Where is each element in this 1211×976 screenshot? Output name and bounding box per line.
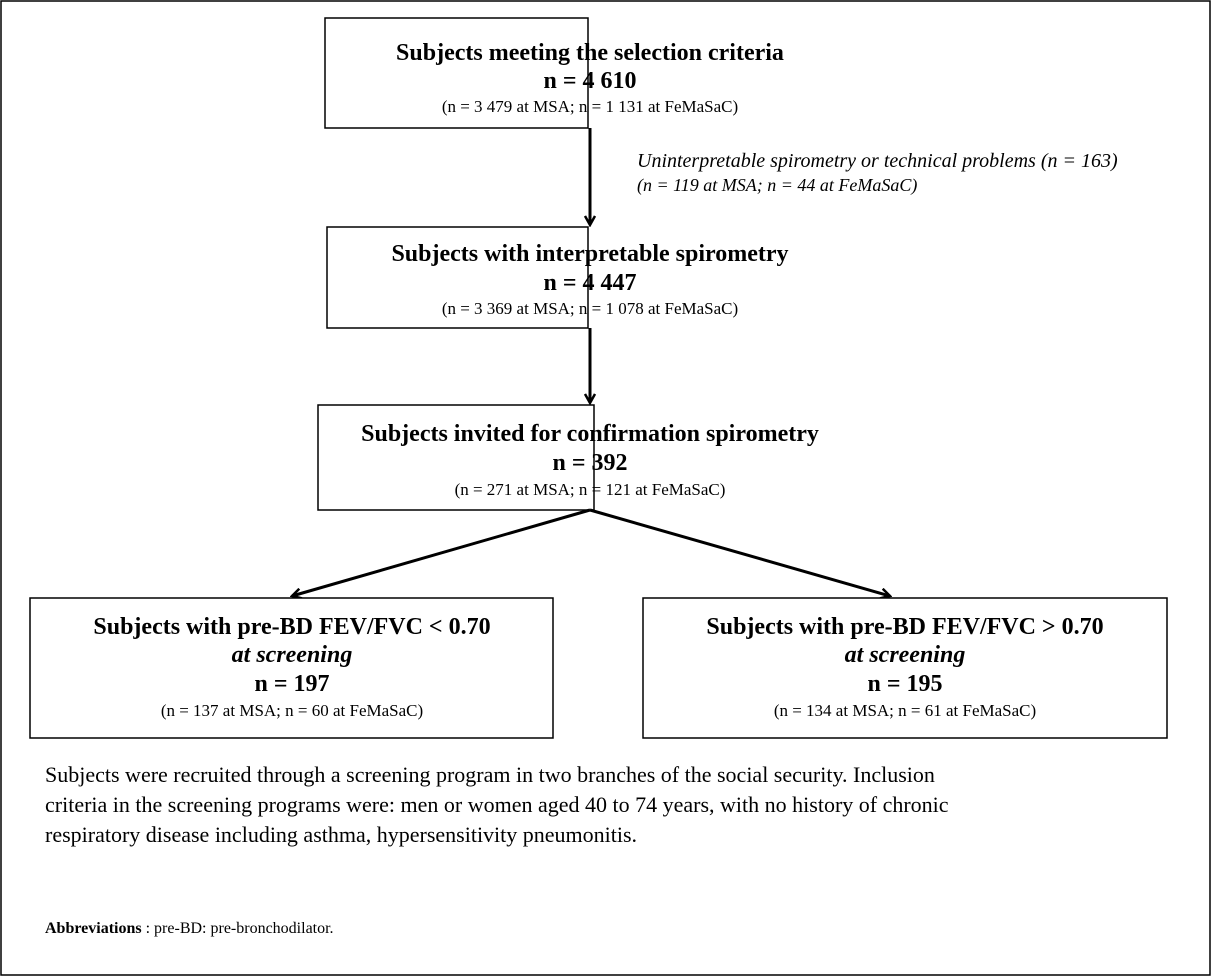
note-line: criteria in the screening programs were:… bbox=[45, 792, 949, 817]
node-title: Subjects with pre-BD FEV/FVC > 0.70 bbox=[706, 614, 1103, 640]
node-detail: (n = 3 479 at MSA; n = 1 131 at FeMaSaC) bbox=[442, 97, 738, 116]
node-n: n = 4 610 bbox=[543, 68, 636, 94]
node-qualifier: at screening bbox=[232, 642, 353, 668]
node-n: n = 4 447 bbox=[543, 270, 636, 296]
box bbox=[29, 597, 554, 739]
box bbox=[317, 404, 595, 511]
exclusion-detail: (n = 119 at MSA; n = 44 at FeMaSaC) bbox=[637, 175, 917, 196]
node-n: n = 392 bbox=[552, 450, 627, 476]
node-title: Subjects with pre-BD FEV/FVC < 0.70 bbox=[93, 614, 490, 640]
node-detail: (n = 134 at MSA; n = 61 at FeMaSaC) bbox=[774, 701, 1036, 720]
abbreviations: Abbreviations : pre-BD: pre-bronchodilat… bbox=[45, 920, 334, 937]
arrow bbox=[589, 508, 890, 596]
box bbox=[326, 226, 589, 329]
abbreviations-label: Abbreviations bbox=[45, 920, 142, 937]
box bbox=[642, 597, 1168, 739]
note-line: Subjects were recruited through a screen… bbox=[45, 762, 935, 787]
node-title: Subjects with interpretable spirometry bbox=[391, 241, 788, 267]
node-detail: (n = 3 369 at MSA; n = 1 078 at FeMaSaC) bbox=[442, 299, 738, 318]
node-detail: (n = 271 at MSA; n = 121 at FeMaSaC) bbox=[455, 480, 726, 499]
abbreviations-text: : pre-BD: pre-bronchodilator. bbox=[142, 920, 334, 937]
node-title: Subjects meeting the selection criteria bbox=[396, 40, 784, 66]
node-title: Subjects invited for confirmation spirom… bbox=[361, 421, 819, 447]
node-qualifier: at screening bbox=[845, 642, 966, 668]
arrow bbox=[292, 508, 591, 596]
note-line: respiratory disease including asthma, hy… bbox=[45, 822, 637, 847]
node-n: n = 195 bbox=[867, 671, 942, 697]
node-detail: (n = 137 at MSA; n = 60 at FeMaSaC) bbox=[161, 701, 423, 720]
node-n: n = 197 bbox=[254, 671, 329, 697]
exclusion-title: Uninterpretable spirometry or technical … bbox=[637, 150, 1118, 172]
box bbox=[324, 17, 589, 129]
